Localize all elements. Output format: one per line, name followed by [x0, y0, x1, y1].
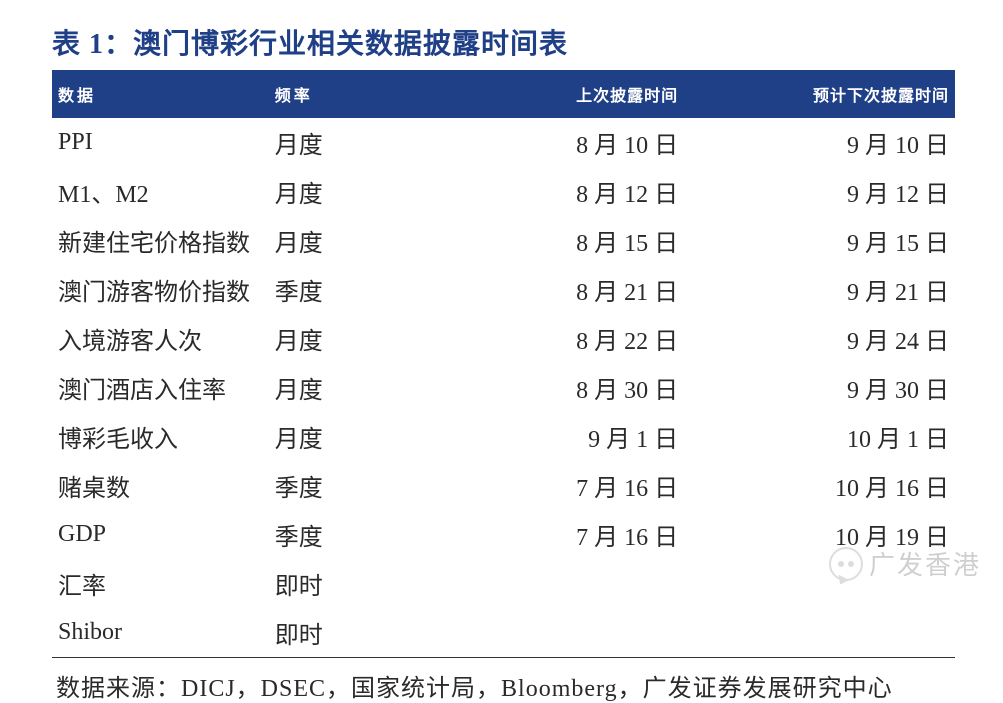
caption-label: 表 1：: [52, 22, 133, 62]
table-cell: 月度: [269, 363, 432, 412]
table-cell: 月度: [269, 118, 432, 167]
source-label: 数据来源：: [56, 676, 181, 702]
table-cell: 即时: [269, 608, 432, 657]
table-cell: 9 月 1 日: [431, 412, 684, 461]
col-header: 上次披露时间: [431, 72, 684, 118]
table-row: GDP季度7 月 16 日10 月 19 日: [52, 510, 955, 559]
table-cell: 汇率: [52, 559, 269, 608]
table-cell: 澳门游客物价指数: [52, 265, 269, 314]
table-row: PPI月度8 月 10 日9 月 10 日: [52, 118, 955, 167]
table-cell: 9 月 15 日: [684, 216, 955, 265]
table-cell: 8 月 22 日: [431, 314, 684, 363]
table-row: 新建住宅价格指数月度8 月 15 日9 月 15 日: [52, 216, 955, 265]
table-cell: 8 月 10 日: [431, 118, 684, 167]
watermark-text: 广发香港: [869, 545, 981, 582]
col-header: 数据: [52, 72, 269, 118]
table-row: 博彩毛收入月度9 月 1 日10 月 1 日: [52, 412, 955, 461]
table-cell: 即时: [269, 559, 432, 608]
table-cell: 8 月 21 日: [431, 265, 684, 314]
table-cell: 10 月 1 日: [684, 412, 955, 461]
table-cell: 博彩毛收入: [52, 412, 269, 461]
table-row: 澳门酒店入住率月度8 月 30 日9 月 30 日: [52, 363, 955, 412]
table-cell: [431, 559, 684, 608]
caption-text: 澳门博彩行业相关数据披露时间表: [133, 22, 568, 62]
table-cell: 月度: [269, 216, 432, 265]
table-cell: 7 月 16 日: [431, 461, 684, 510]
table-cell: 9 月 24 日: [684, 314, 955, 363]
table-cell: 7 月 16 日: [431, 510, 684, 559]
wechat-watermark: 广发香港: [829, 545, 981, 582]
table-cell: 9 月 10 日: [684, 118, 955, 167]
table-cell: 赌桌数: [52, 461, 269, 510]
table-row: 入境游客人次月度8 月 22 日9 月 24 日: [52, 314, 955, 363]
col-header: 预计下次披露时间: [684, 72, 955, 118]
table-cell: Shibor: [52, 608, 269, 657]
table-cell: 季度: [269, 510, 432, 559]
table-cell: 9 月 21 日: [684, 265, 955, 314]
table-cell: 季度: [269, 461, 432, 510]
table-cell: [431, 608, 684, 657]
table-cell: 8 月 30 日: [431, 363, 684, 412]
table-cell: 季度: [269, 265, 432, 314]
source-text: DICJ，DSEC，国家统计局，Bloomberg，广发证券发展研究中心: [181, 676, 893, 702]
table-row: M1、M2月度8 月 12 日9 月 12 日: [52, 167, 955, 216]
table-cell: 9 月 12 日: [684, 167, 955, 216]
table-cell: 入境游客人次: [52, 314, 269, 363]
table-cell: [684, 608, 955, 657]
table-cell: 月度: [269, 412, 432, 461]
table-cell: 月度: [269, 314, 432, 363]
table-cell: 新建住宅价格指数: [52, 216, 269, 265]
table-cell: 8 月 15 日: [431, 216, 684, 265]
wechat-icon: [829, 547, 863, 581]
table-head: 数据频率上次披露时间预计下次披露时间: [52, 72, 955, 118]
col-header: 频率: [269, 72, 432, 118]
table-cell: M1、M2: [52, 167, 269, 216]
disclosure-table: 数据频率上次披露时间预计下次披露时间 PPI月度8 月 10 日9 月 10 日…: [52, 72, 955, 657]
table-row: Shibor即时: [52, 608, 955, 657]
table-body: PPI月度8 月 10 日9 月 10 日M1、M2月度8 月 12 日9 月 …: [52, 118, 955, 657]
table-row: 汇率即时: [52, 559, 955, 608]
data-source: 数据来源：DICJ，DSEC，国家统计局，Bloomberg，广发证券发展研究中…: [52, 658, 955, 703]
table-cell: 月度: [269, 167, 432, 216]
table-caption: 表 1： 澳门博彩行业相关数据披露时间表: [52, 22, 955, 70]
table-cell: 9 月 30 日: [684, 363, 955, 412]
table-cell: 8 月 12 日: [431, 167, 684, 216]
table-row: 赌桌数季度7 月 16 日10 月 16 日: [52, 461, 955, 510]
table-cell: GDP: [52, 510, 269, 559]
table-cell: 10 月 16 日: [684, 461, 955, 510]
table-cell: 澳门酒店入住率: [52, 363, 269, 412]
table-row: 澳门游客物价指数季度8 月 21 日9 月 21 日: [52, 265, 955, 314]
table-cell: PPI: [52, 118, 269, 167]
table-head-row: 数据频率上次披露时间预计下次披露时间: [52, 72, 955, 118]
